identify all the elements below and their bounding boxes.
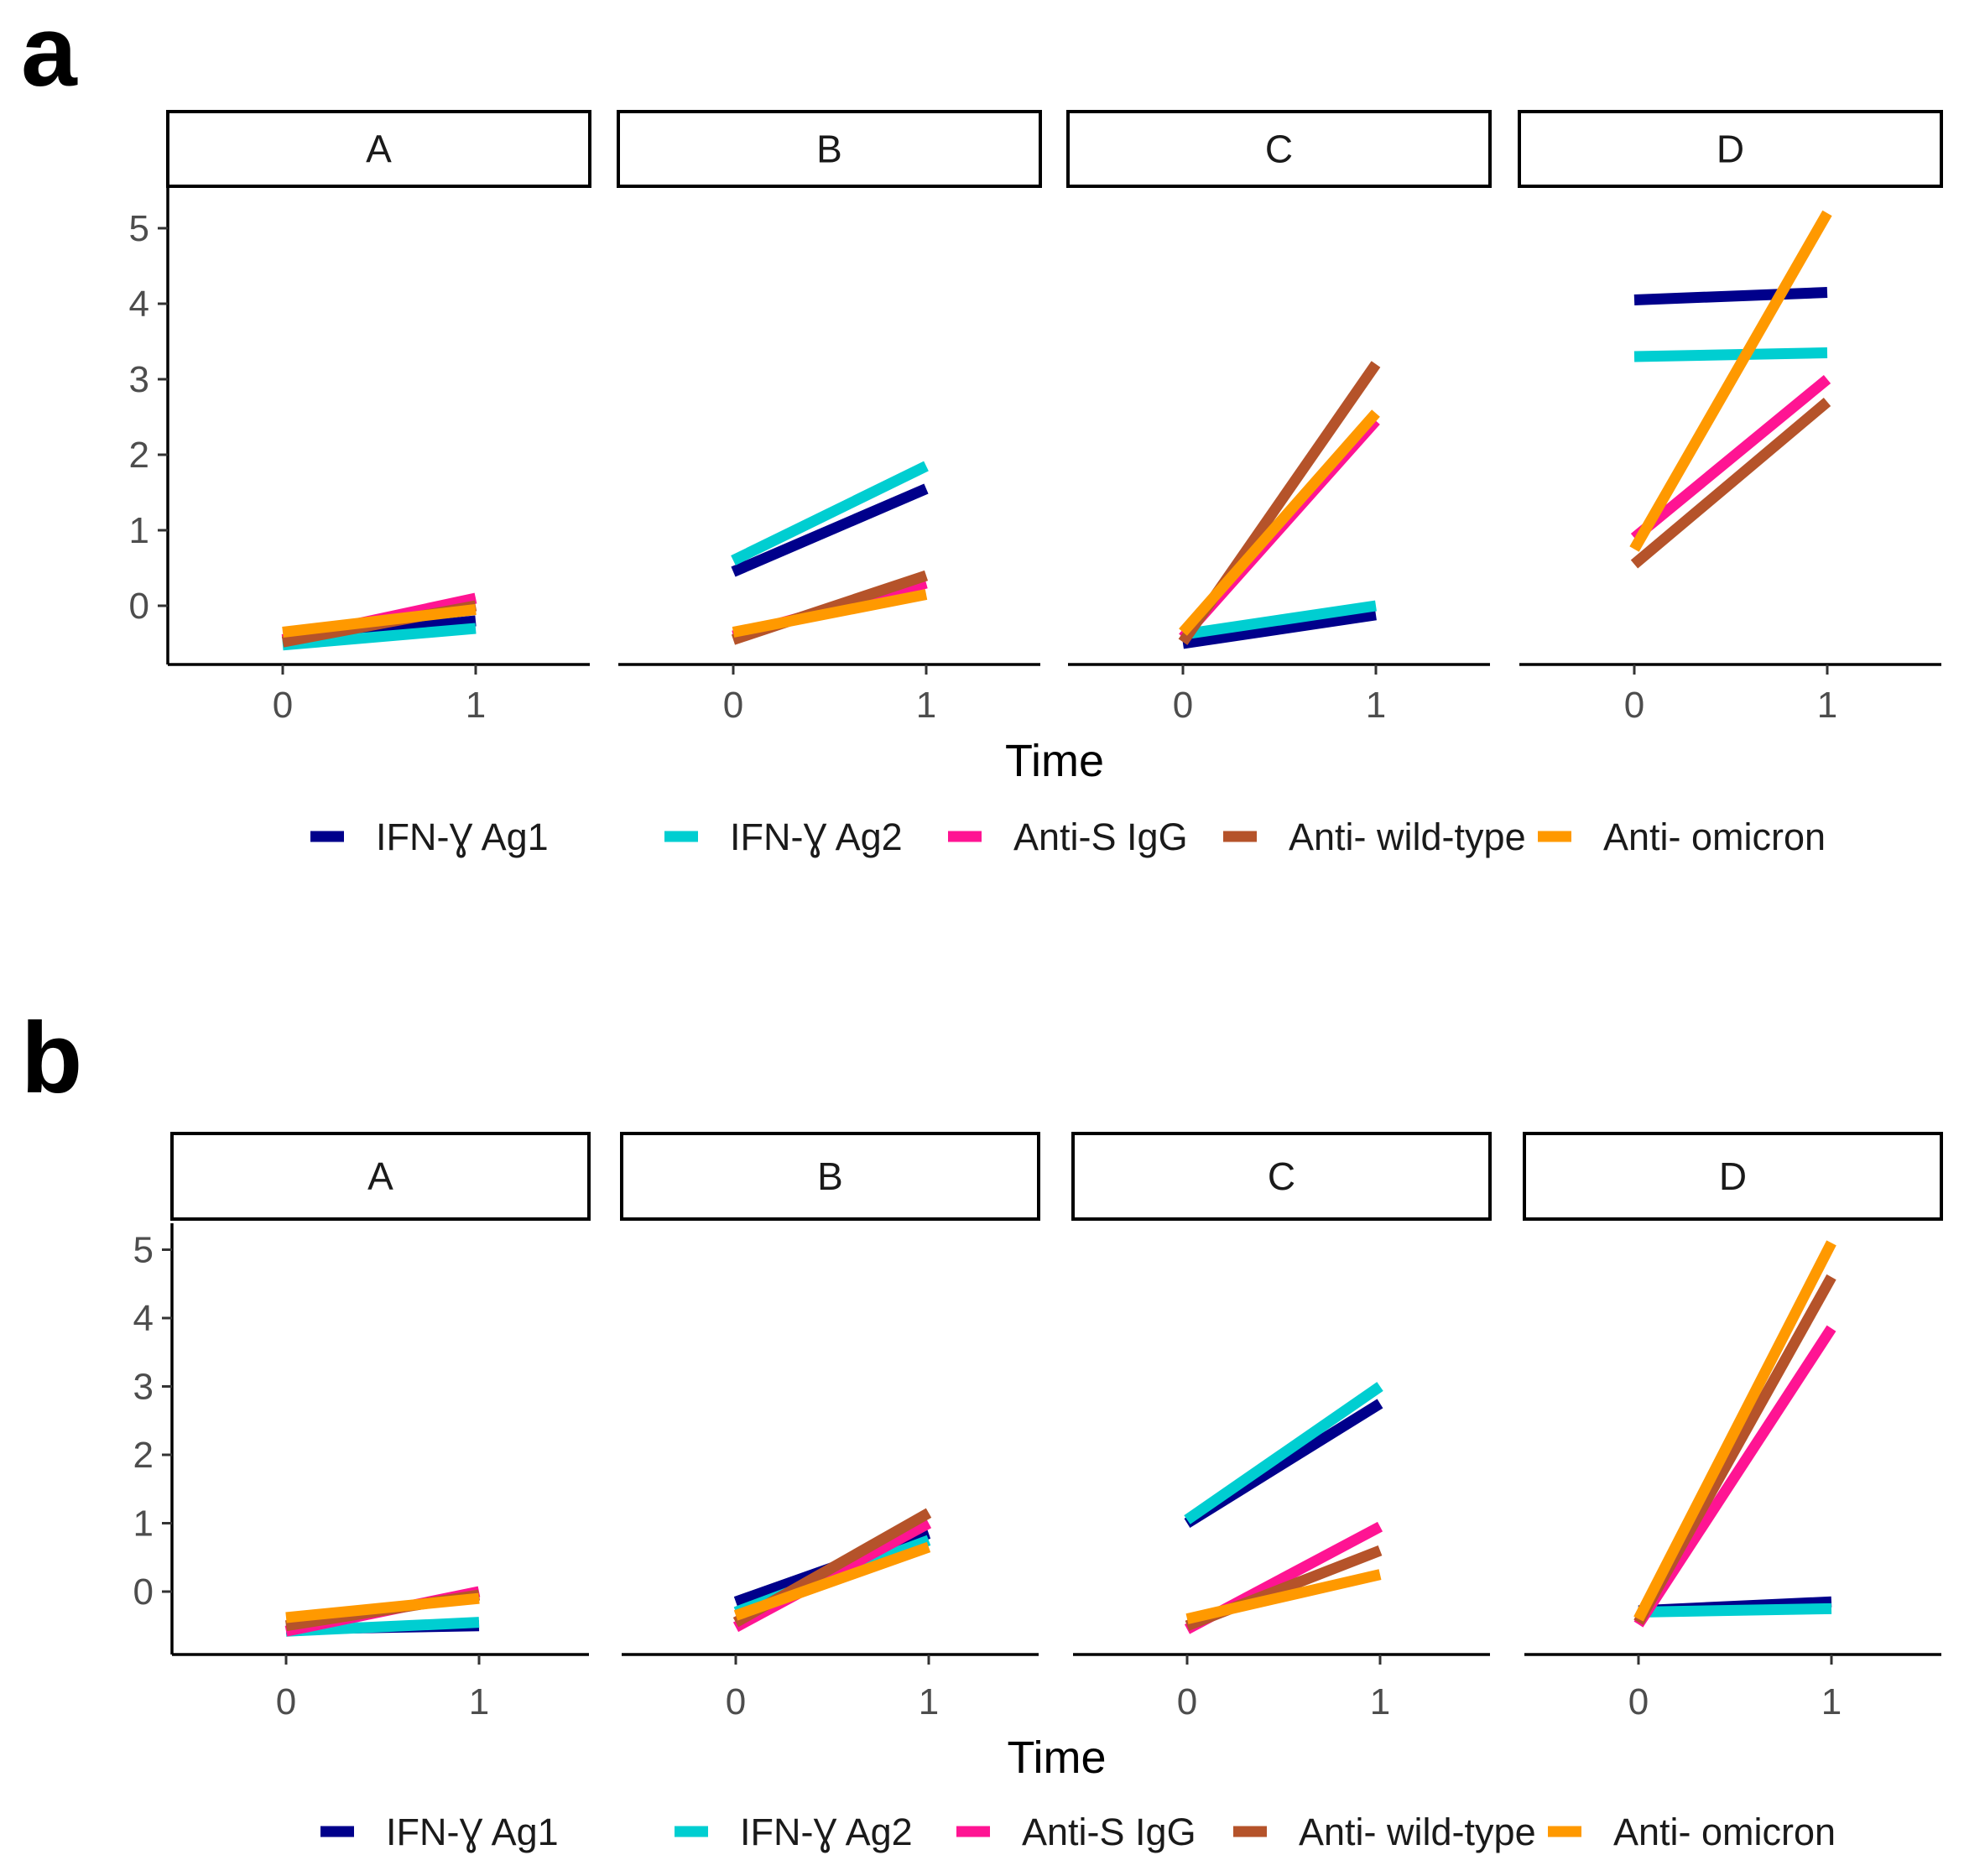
facet-a-C: C 0 1: [1066, 110, 1492, 726]
legend-label: Anti- omicron: [1613, 1811, 1836, 1853]
x-tick-label: 0: [276, 1681, 296, 1722]
legend-label: IFN-Ɣ Ag1: [376, 816, 549, 858]
facet-strip-b-D: [1523, 1132, 1943, 1221]
legend-a: IFN-Ɣ Ag1 IFN-Ɣ Ag2 Anti-S IgG Anti- wild-t…: [310, 816, 1826, 858]
facet-strip-a-C: [1066, 110, 1492, 188]
y-tick-label: 2: [129, 435, 149, 476]
x-tick-label: 1: [919, 1681, 939, 1722]
x-axis-title: Time: [1005, 736, 1104, 786]
series-line-anti-omicron-B: [732, 589, 928, 638]
legend-label: Anti- wild-type: [1289, 816, 1526, 858]
facet-strip-label: D: [1717, 128, 1744, 171]
series-line-anti-omicron-C: [1179, 409, 1380, 636]
y-tick-label: 3: [133, 1367, 154, 1408]
series-line-anti-omicron-B: [733, 1541, 931, 1621]
panel-label-b: b: [21, 1002, 82, 1114]
x-tick-label: 1: [1370, 1681, 1390, 1722]
facet-b-B: B 0 1: [620, 1132, 1040, 1722]
series-line-ifn-ag2-D: [1633, 347, 1828, 362]
x-tick-label: 0: [1173, 685, 1193, 726]
facet-strip-label: B: [817, 1154, 843, 1198]
x-tick-label: 0: [726, 1681, 746, 1722]
facet-strip-a-A: [166, 110, 591, 188]
series-line-anti-omicron-A: [285, 1592, 480, 1623]
series-line-anti-wild-type-D: [1630, 398, 1831, 569]
facet-strip-label: C: [1265, 128, 1293, 171]
facet-a-B: B 0 1: [617, 110, 1042, 726]
x-tick-label: 1: [1366, 685, 1386, 726]
x-tick-label: 0: [1628, 1681, 1649, 1722]
facet-strip-label: B: [816, 128, 842, 171]
series-line-ifn-ag2-D: [1638, 1602, 1832, 1618]
facet-strip-label: D: [1719, 1154, 1747, 1198]
legend-label: Anti-S IgG: [1013, 816, 1188, 858]
series-line-ifn-ag2-C: [1182, 600, 1377, 640]
facet-strip-b-A: [170, 1132, 591, 1221]
y-tick-label: 4: [133, 1298, 154, 1339]
panel-label-a: a: [21, 0, 78, 107]
facet-strip-b-B: [620, 1132, 1040, 1221]
series-line-ifn-ag1-B: [731, 483, 929, 577]
x-tick-label: 1: [1817, 685, 1837, 726]
y-tick-label: 4: [129, 284, 149, 325]
y-tick-label: 0: [133, 1571, 154, 1613]
series-line-anti-omicron-D: [1633, 1240, 1836, 1622]
facet-strip-b-C: [1071, 1132, 1492, 1221]
series-line-ifn-ag2-A: [282, 623, 477, 651]
legend-label: Anti- wild-type: [1299, 1811, 1536, 1853]
x-tick-label: 1: [916, 685, 936, 726]
x-tick-label: 1: [1821, 1681, 1842, 1722]
facet-strip-label: C: [1268, 1154, 1295, 1198]
x-tick-label: 1: [469, 1681, 489, 1722]
x-tick-label: 0: [1624, 685, 1644, 726]
facet-strip-a-B: [617, 110, 1042, 188]
y-tick-label: 3: [129, 359, 149, 400]
series-line-anti-s-igg-D: [1630, 374, 1831, 543]
facet-b-D: D 0 1: [1523, 1132, 1943, 1722]
series-line-ifn-ag1-C: [1182, 609, 1377, 649]
facet-a-D: D 0 1: [1518, 110, 1943, 726]
facet-strip-label: A: [367, 1154, 393, 1198]
y-tick-label: 5: [133, 1230, 154, 1271]
y-tick-label: 0: [129, 586, 149, 627]
x-tick-label: 1: [466, 685, 486, 726]
facet-b-A: A 0 1 2 3 4 5 0 1: [133, 1132, 591, 1722]
series-line-anti-omicron-A: [282, 604, 477, 638]
legend-b: IFN-Ɣ Ag1 IFN-Ɣ Ag2 Anti-S IgG Anti- wild-t…: [320, 1811, 1836, 1853]
series-line-anti-omicron-C: [1185, 1569, 1382, 1624]
legend-label: IFN-Ɣ Ag1: [386, 1811, 559, 1853]
series-line-ifn-ag1-D: [1633, 287, 1828, 305]
facet-a-A: A 0 1 2 3 4 5 0 1: [129, 110, 591, 726]
legend-label: IFN-Ɣ Ag2: [730, 816, 903, 858]
series-line-ifn-ag2-C: [1184, 1382, 1383, 1524]
x-axis-title: Time: [1008, 1733, 1107, 1783]
y-tick-label: 5: [129, 208, 149, 249]
facet-b-C: C 0 1: [1071, 1132, 1492, 1722]
facet-strip-a-D: [1518, 110, 1943, 188]
chart-b: A 0 1 2 3 4 5 0 1 B 0 1 C 0 1 D 0 1 Time IFN-Ɣ Ag1 IFN-Ɣ Ag2…: [133, 1132, 1943, 1853]
y-tick-label: 2: [133, 1435, 154, 1476]
legend-label: IFN-Ɣ Ag2: [740, 1811, 913, 1853]
chart-a: A 0 1 2 3 4 5 0 1 B 0 1 C 0 1 D 0 1 Time IFN-Ɣ Ag1 IFN-Ɣ Ag2…: [129, 110, 1943, 858]
x-tick-label: 0: [273, 685, 293, 726]
facet-strip-label: A: [366, 128, 392, 171]
y-tick-label: 1: [129, 510, 149, 551]
legend-label: Anti- omicron: [1603, 816, 1826, 858]
x-tick-label: 0: [723, 685, 743, 726]
y-tick-label: 1: [133, 1503, 154, 1545]
series-line-ifn-ag2-B: [731, 461, 929, 565]
series-line-anti-omicron-D: [1629, 210, 1832, 552]
x-tick-label: 0: [1177, 1681, 1197, 1722]
legend-label: Anti-S IgG: [1022, 1811, 1196, 1853]
